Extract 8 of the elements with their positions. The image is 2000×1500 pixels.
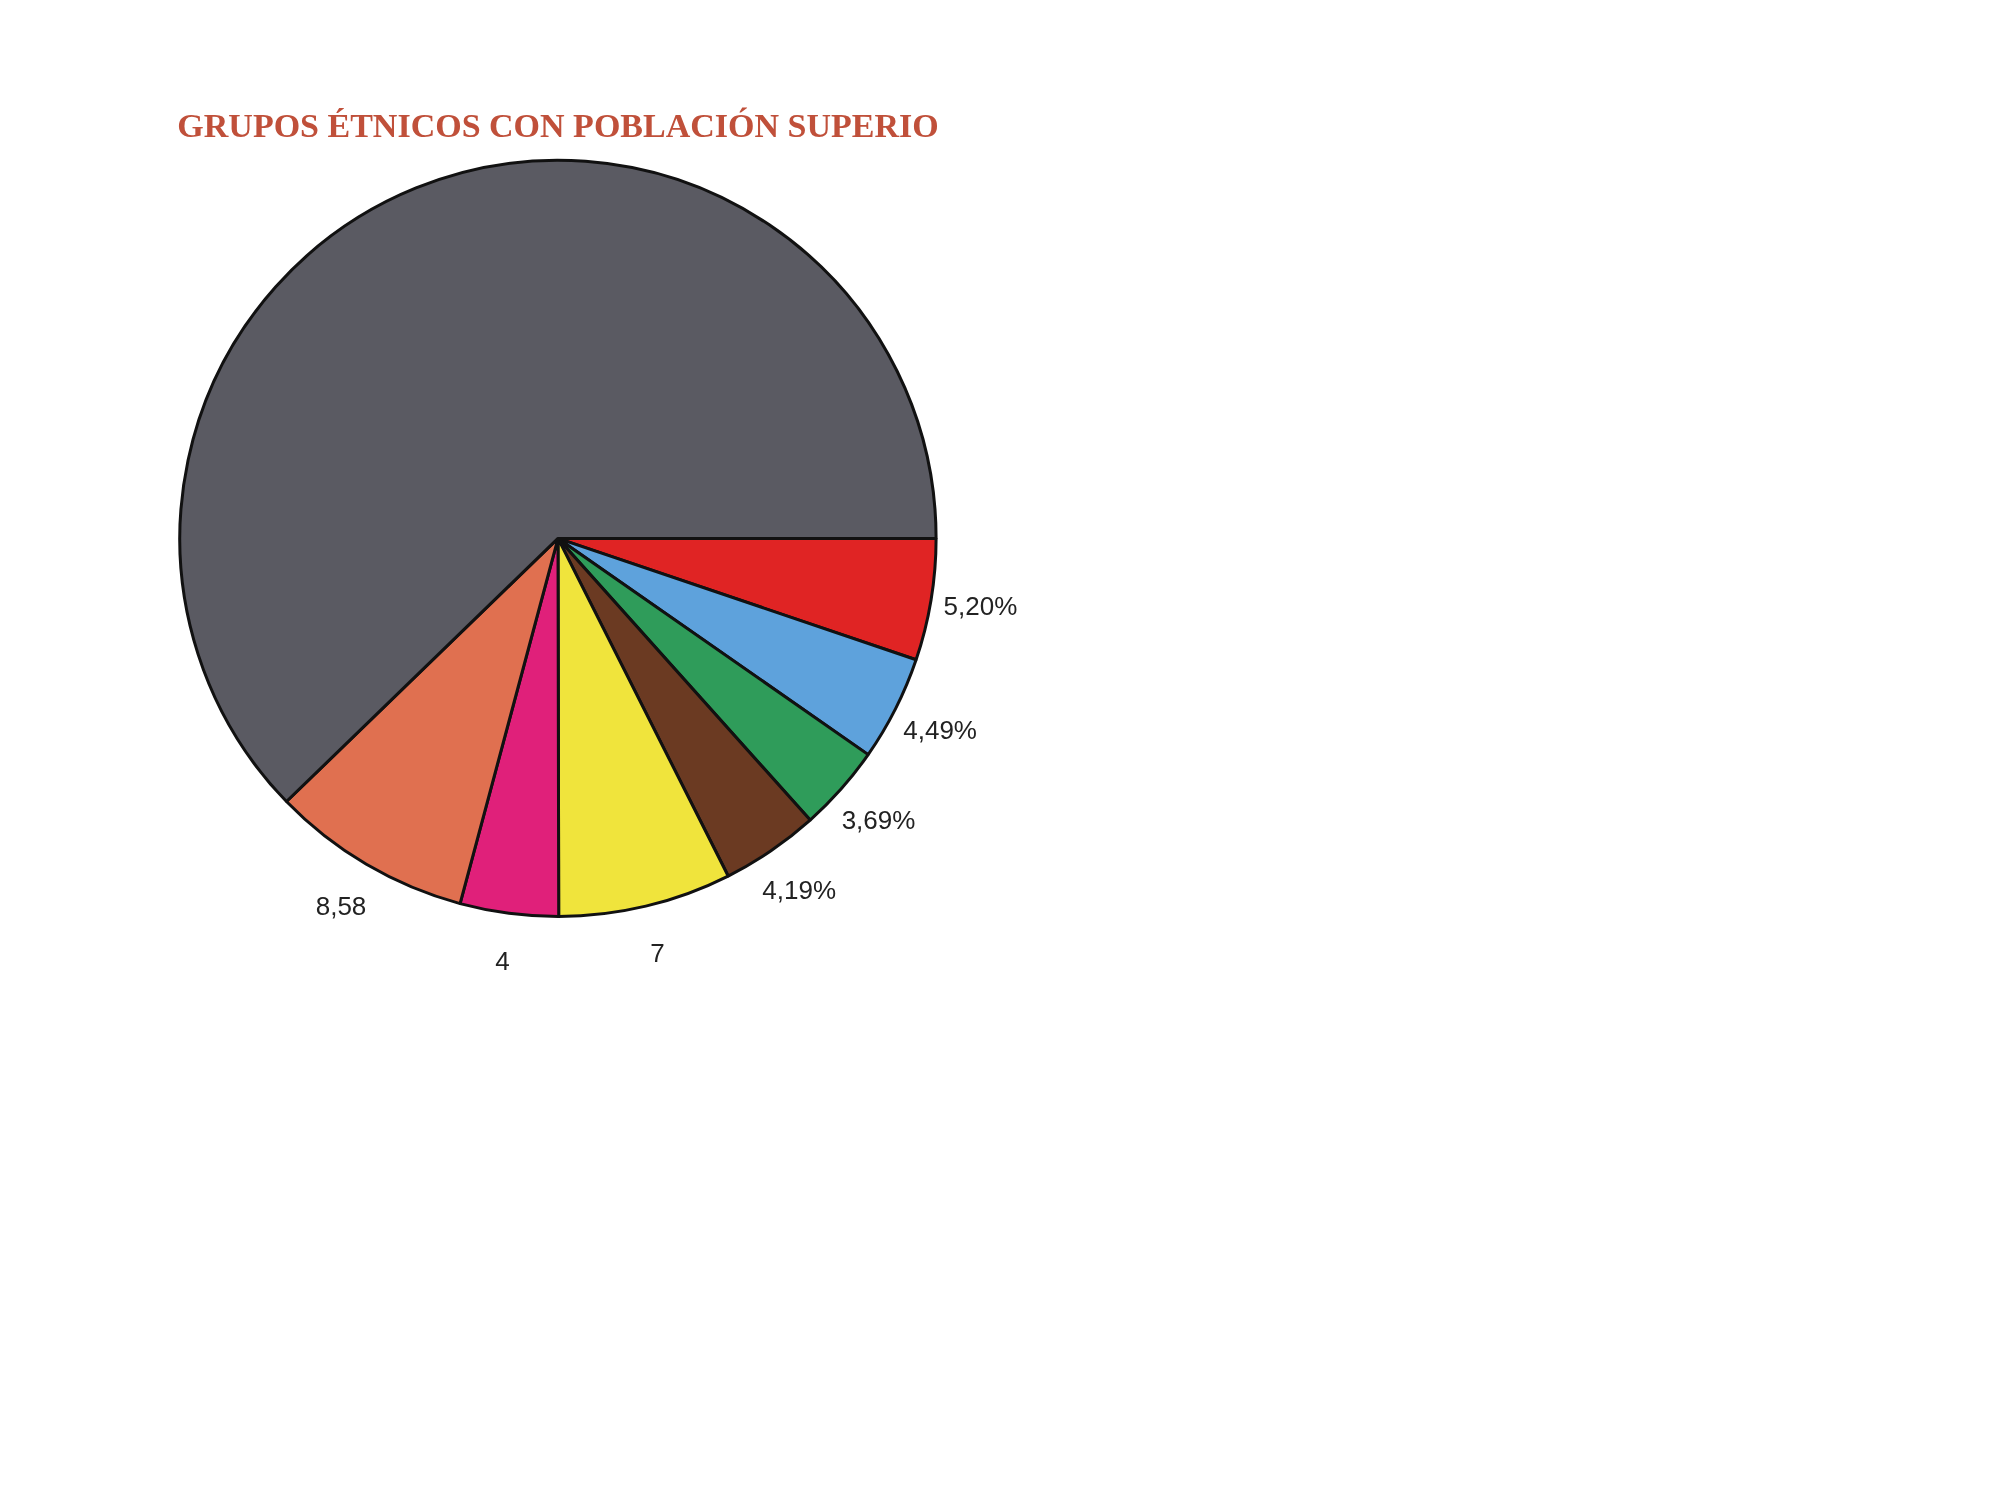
data-label: 4 bbox=[495, 946, 510, 977]
data-label: 5,20% bbox=[943, 591, 1018, 622]
data-label: 4,49% bbox=[903, 714, 977, 745]
data-label: 8,58 bbox=[315, 890, 367, 921]
data-label: 3,69% bbox=[841, 805, 916, 836]
data-label: 4,19% bbox=[762, 875, 837, 906]
data-label: 7 bbox=[650, 937, 665, 968]
chart-title: GRUPOS ÉTNICOS CON POBLACIÓN SUPERIO bbox=[177, 107, 939, 145]
